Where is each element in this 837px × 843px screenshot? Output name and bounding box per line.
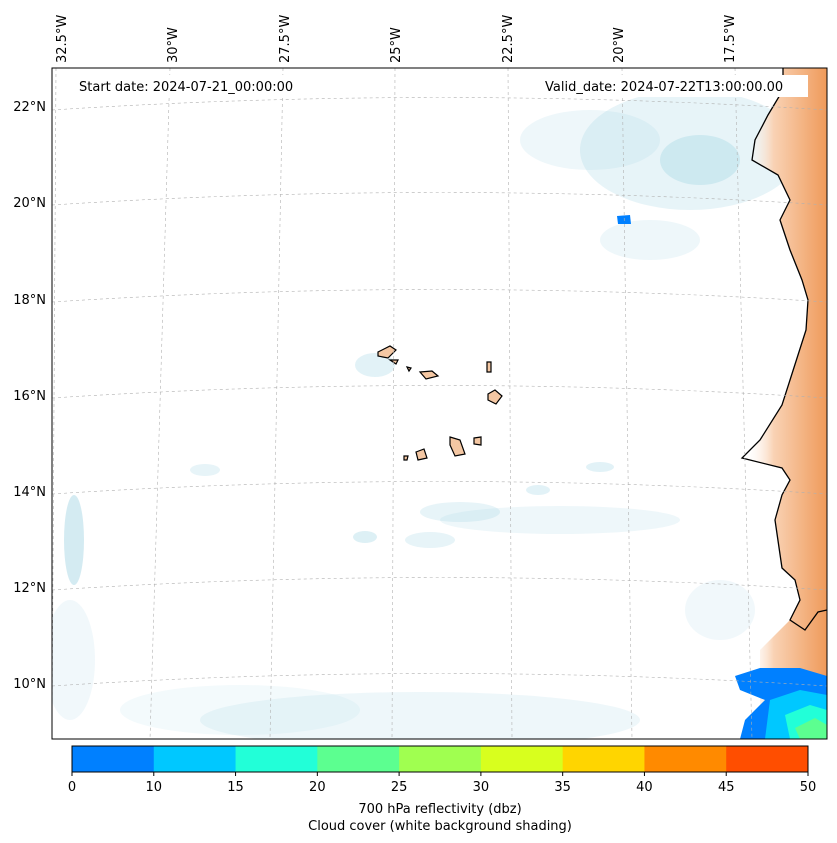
longitude-labels: 32.5°W 30°W 27.5°W 25°W 22.5°W 20°W 17.5…	[55, 15, 738, 63]
colorbar-tick-label: 15	[227, 780, 244, 795]
colorbar-segment	[480, 746, 564, 772]
colorbar-segment	[399, 746, 482, 772]
colorbar-tick-label: 20	[309, 780, 326, 795]
colorbar-segment	[72, 746, 155, 772]
cloud-cover-shading	[52, 90, 800, 739]
colorbar-tick-label: 10	[146, 780, 163, 795]
lat-label-10n: 10°N	[13, 677, 46, 692]
lat-label-14n: 14°N	[13, 485, 46, 500]
lat-label-12n: 12°N	[13, 581, 46, 596]
colorbar-tick-label: 25	[391, 780, 408, 795]
start-date-label: Start date: 2024-07-21_00:00:00	[79, 80, 293, 95]
valid-date-box: Valid_date: 2024-07-22T13:00:00.00	[538, 75, 808, 97]
colorbar-tick-label: 40	[636, 780, 653, 795]
valid-date-label: Valid_date: 2024-07-22T13:00:00.00	[545, 80, 783, 95]
colorbar-segments	[72, 746, 809, 772]
africa-coastline	[740, 68, 827, 631]
colorbar-label-cloud-cover: Cloud cover (white background shading)	[308, 819, 572, 834]
lon-label-32-5w: 32.5°W	[55, 15, 70, 63]
lat-label-16n: 16°N	[13, 389, 46, 404]
colorbar-segment	[317, 746, 400, 772]
latitude-labels: 22°N 20°N 18°N 16°N 14°N 12°N 10°N	[13, 100, 46, 692]
lon-label-22-5w: 22.5°W	[501, 15, 516, 63]
colorbar-tick-label: 0	[68, 780, 76, 795]
colorbar-ticks: 0 10 15 20 25 30 35 40 45 50	[68, 772, 816, 795]
colorbar-tick-label: 45	[718, 780, 735, 795]
lon-label-17-5w: 17.5°W	[723, 15, 738, 63]
lat-label-20n: 20°N	[13, 196, 46, 211]
colorbar-frame	[71, 745, 809, 773]
colorbar-tick-label: 35	[554, 780, 571, 795]
colorbar-segment	[153, 746, 237, 772]
colorbar-tick-label: 50	[800, 780, 817, 795]
colorbar-tick-label: 30	[473, 780, 490, 795]
africa-land	[745, 68, 827, 739]
colorbar-label-reflectivity: 700 hPa reflectivity (dbz)	[358, 802, 521, 817]
map-panel: Start date: 2024-07-21_00:00:00 Valid_da…	[51, 67, 828, 740]
lat-label-22n: 22°N	[13, 100, 46, 115]
lon-label-20w: 20°W	[612, 27, 627, 63]
colorbar: 0 10 15 20 25 30 35 40 45 50 700 hPa reflectivity…	[68, 745, 816, 834]
map-gridlines	[52, 68, 827, 739]
lon-label-25w: 25°W	[389, 27, 404, 63]
lon-label-27-5w: 27.5°W	[278, 15, 293, 63]
reflectivity-patches	[617, 215, 827, 739]
lat-label-18n: 18°N	[13, 293, 46, 308]
colorbar-segment	[562, 746, 645, 772]
map-frame	[51, 67, 828, 740]
colorbar-segment	[726, 746, 809, 772]
start-date-box: Start date: 2024-07-21_00:00:00	[72, 75, 308, 97]
colorbar-segment	[235, 746, 318, 772]
lon-label-30w: 30°W	[166, 27, 181, 63]
cape-verde-islands	[377, 345, 503, 461]
map-background	[52, 68, 827, 739]
colorbar-segment	[644, 746, 727, 772]
